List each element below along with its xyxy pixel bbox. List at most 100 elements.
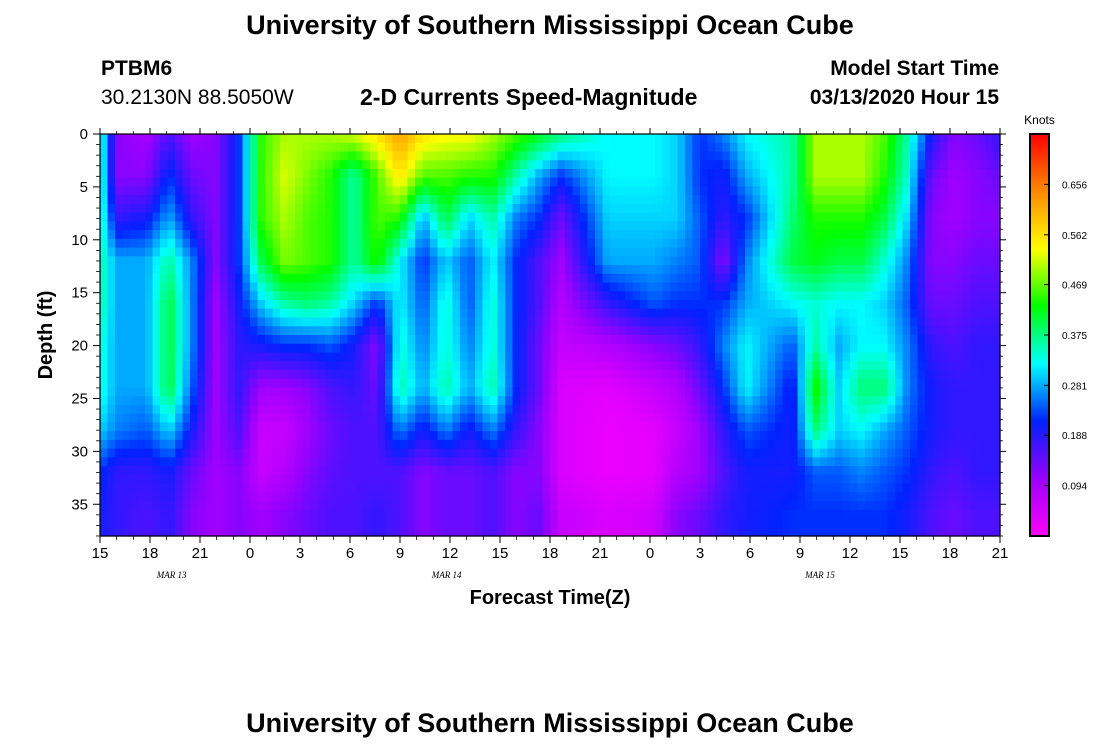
heatmap-cell (212, 431, 221, 441)
heatmap-cell (265, 308, 274, 319)
heatmap-cell (190, 396, 199, 406)
heatmap-cell (752, 404, 761, 415)
heatmap-cell (482, 177, 491, 188)
heatmap-cell (512, 308, 521, 319)
heatmap-cell (482, 343, 491, 354)
heatmap-cell (355, 142, 364, 153)
heatmap-cell (737, 142, 746, 153)
heatmap-cell (227, 509, 236, 520)
heatmap-cell (632, 501, 641, 511)
heatmap-cell (160, 168, 169, 179)
heatmap-cell (715, 151, 724, 161)
heatmap-cell (707, 265, 716, 275)
heatmap-cell (595, 230, 604, 240)
heatmap-cell (467, 282, 476, 292)
heatmap-cell (640, 212, 649, 222)
heatmap-cell (857, 291, 866, 301)
heatmap-cell (647, 387, 656, 397)
heatmap-cell (497, 151, 506, 161)
heatmap-cell (377, 256, 386, 266)
heatmap-cell (242, 142, 251, 153)
heatmap-cell (790, 343, 799, 354)
heatmap-cell (550, 186, 559, 196)
heatmap-cell (332, 509, 341, 520)
heatmap-cell (272, 396, 281, 406)
heatmap-cell (550, 387, 559, 397)
heatmap-cell (347, 439, 356, 450)
heatmap-cell (737, 317, 746, 327)
heatmap-cell (835, 492, 844, 502)
heatmap-cell (250, 212, 259, 222)
heatmap-cell (377, 326, 386, 336)
heatmap-cell (685, 369, 694, 380)
heatmap-cell (370, 300, 379, 310)
heatmap-cell (400, 343, 409, 354)
heatmap-cell (280, 448, 289, 458)
heatmap-cell (850, 439, 859, 450)
heatmap-cell (707, 352, 716, 362)
heatmap-cell (475, 230, 484, 240)
heatmap-cell (872, 448, 881, 458)
heatmap-cell (602, 457, 611, 467)
heatmap-cell (302, 361, 311, 371)
heatmap-cell (332, 134, 341, 144)
heatmap-cell (632, 168, 641, 179)
heatmap-cell (640, 134, 649, 144)
heatmap-cell (865, 343, 874, 354)
heatmap-cell (467, 273, 476, 284)
heatmap-cell (392, 291, 401, 301)
heatmap-cell (437, 466, 446, 476)
heatmap-cell (902, 501, 911, 511)
heatmap-cell (415, 457, 424, 467)
heatmap-cell (190, 168, 199, 179)
heatmap-cell (580, 343, 589, 354)
heatmap-cell (400, 466, 409, 476)
heatmap-cell (167, 361, 176, 371)
heatmap-cell (467, 247, 476, 257)
heatmap-cell (872, 422, 881, 432)
heatmap-cell (572, 387, 581, 397)
heatmap-cell (115, 483, 124, 493)
heatmap-cell (700, 483, 709, 493)
heatmap-cell (415, 466, 424, 476)
heatmap-cell (212, 317, 221, 327)
heatmap-cell (520, 483, 529, 493)
heatmap-cell (227, 448, 236, 458)
heatmap-cell (857, 352, 866, 362)
heatmap-cell (205, 134, 214, 144)
heatmap-cell (197, 413, 206, 423)
heatmap-cell (820, 221, 829, 231)
heatmap-cell (407, 431, 416, 441)
heatmap-cell (422, 212, 431, 222)
heatmap-cell (565, 212, 574, 222)
heatmap-cell (692, 134, 701, 144)
heatmap-cell (670, 300, 679, 310)
heatmap-cell (445, 230, 454, 240)
heatmap-cell (797, 509, 806, 520)
heatmap-cell (647, 501, 656, 511)
heatmap-cell (145, 256, 154, 266)
heatmap-cell (490, 151, 499, 161)
heatmap-cell (415, 352, 424, 362)
heatmap-cell (437, 238, 446, 249)
heatmap-cell (497, 300, 506, 310)
heatmap-cell (700, 439, 709, 450)
heatmap-cell (910, 238, 919, 249)
heatmap-cell (752, 413, 761, 423)
heatmap-cell (467, 413, 476, 423)
heatmap-cell (160, 404, 169, 415)
heatmap-cell (212, 474, 221, 485)
heatmap-cell (437, 160, 446, 170)
heatmap-cell (865, 369, 874, 380)
heatmap-cell (197, 518, 206, 528)
heatmap-cell (257, 474, 266, 485)
heatmap-cell (340, 177, 349, 188)
heatmap-cell (520, 142, 529, 153)
heatmap-cell (670, 396, 679, 406)
heatmap-cell (527, 457, 536, 467)
heatmap-cell (812, 273, 821, 284)
heatmap-cell (647, 221, 656, 231)
heatmap-cell (775, 317, 784, 327)
heatmap-cell (362, 527, 371, 537)
heatmap-cell (302, 448, 311, 458)
